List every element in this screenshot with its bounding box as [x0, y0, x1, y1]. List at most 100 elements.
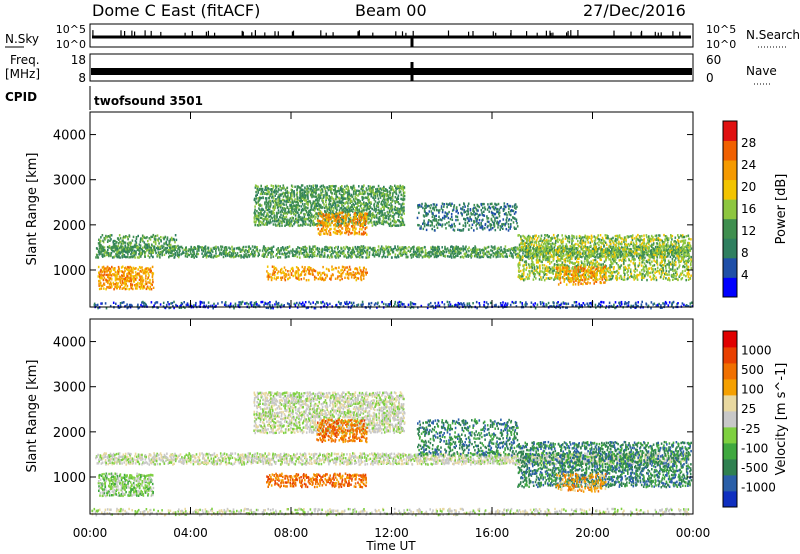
power-cell [586, 247, 588, 251]
power-cell [514, 206, 516, 209]
power-cell [523, 267, 525, 270]
power-cell [330, 195, 333, 199]
power-cell [208, 251, 211, 254]
power-cell [323, 224, 326, 227]
power-cell [254, 250, 256, 253]
power-cell [392, 192, 394, 195]
power-cell [104, 237, 107, 240]
power-cell [355, 231, 357, 235]
power-cell [124, 249, 126, 253]
power-cell [164, 248, 166, 251]
power-cell [325, 232, 328, 235]
power-cell [456, 209, 458, 212]
power-cell [144, 243, 147, 246]
power-cell [376, 221, 379, 224]
power-cell [376, 192, 379, 195]
power-cell [683, 252, 686, 255]
power-cell [381, 256, 383, 259]
power-cell [297, 274, 300, 277]
power-cell [137, 248, 139, 251]
power-cell [494, 206, 497, 209]
power-cell [549, 248, 551, 252]
power-cell [653, 255, 655, 258]
power-cell [504, 205, 506, 208]
power-cell [279, 204, 281, 207]
power-cell [464, 248, 467, 251]
power-cell [382, 217, 385, 221]
power-cell [571, 250, 573, 254]
power-cell [378, 187, 380, 190]
power-cell [275, 198, 277, 201]
power-cell [360, 273, 363, 276]
power-cell [110, 248, 113, 252]
power-cell [229, 250, 231, 254]
power-cell [207, 251, 210, 254]
power-cell [322, 225, 324, 228]
power-cell [288, 196, 290, 200]
power-cell [481, 202, 484, 206]
power-cell [503, 208, 506, 211]
power-cell [412, 255, 414, 258]
power-cell [443, 203, 445, 206]
power-cell [493, 222, 496, 225]
power-cell [296, 250, 299, 254]
power-cell [140, 286, 143, 289]
power-cell [207, 249, 210, 252]
power-cell [105, 267, 108, 270]
power-cell [312, 255, 314, 258]
power-cell [468, 224, 471, 227]
power-cell [269, 220, 271, 223]
power-cell [157, 254, 159, 257]
power-cell [356, 206, 358, 209]
power-cell [113, 255, 116, 258]
power-cell [347, 226, 349, 230]
power-cell [305, 201, 308, 204]
power-cell [441, 223, 444, 226]
power-cell [481, 255, 483, 258]
power-cell [498, 211, 501, 214]
nsky-frame [89, 23, 694, 48]
power-cell [254, 253, 257, 257]
nsearch-tick-bottom: 10^0 [706, 38, 736, 51]
power-cell [451, 209, 454, 212]
power-cell [393, 190, 396, 194]
power-cell [95, 256, 97, 259]
power-cell [433, 208, 436, 212]
power-cell [351, 252, 353, 256]
power-cell [328, 211, 331, 215]
power-cell [240, 254, 242, 257]
power-cell [351, 205, 353, 208]
power-cell [279, 210, 282, 214]
power-cell [347, 277, 350, 280]
power-cell [403, 212, 405, 215]
power-cell [475, 248, 478, 251]
power-cell [257, 189, 259, 192]
power-cell [263, 212, 265, 215]
power-cell [387, 211, 389, 214]
power-cell [131, 248, 133, 251]
power-cell [348, 213, 350, 216]
power-cell [484, 252, 486, 255]
power-cell [498, 251, 501, 254]
power-cell [328, 195, 330, 198]
power-cell [343, 268, 346, 271]
power-scatter-cells [93, 184, 694, 310]
power-cell [126, 246, 128, 250]
power-cell [533, 249, 535, 252]
beam-label: Beam 00 [355, 1, 427, 20]
power-cell [532, 256, 535, 260]
power-cell [303, 255, 306, 258]
power-cell [452, 228, 455, 231]
power-cell [490, 223, 493, 226]
power-cell [440, 205, 443, 208]
power-cell [280, 193, 282, 197]
power-cell [269, 193, 271, 196]
power-cell [308, 210, 310, 213]
power-cell [591, 247, 594, 251]
power-cell [311, 195, 313, 199]
power-cell [318, 247, 320, 250]
power-cell [282, 214, 284, 217]
power-cell [527, 234, 530, 238]
power-cell [491, 202, 493, 205]
power-cell [376, 253, 379, 257]
